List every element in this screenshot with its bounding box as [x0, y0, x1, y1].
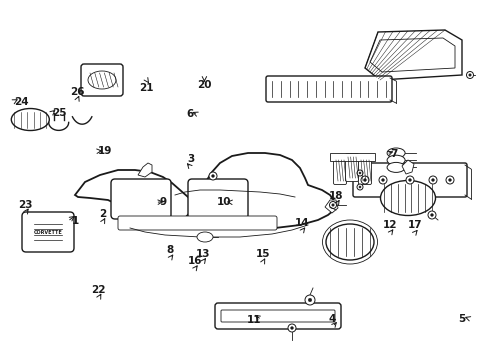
Text: 4: 4 [328, 314, 336, 324]
Circle shape [378, 176, 386, 184]
FancyBboxPatch shape [358, 157, 371, 184]
FancyBboxPatch shape [345, 153, 358, 181]
FancyBboxPatch shape [352, 163, 466, 197]
Text: 22: 22 [91, 285, 106, 295]
Circle shape [208, 172, 217, 180]
FancyBboxPatch shape [22, 212, 74, 252]
Text: 2: 2 [99, 210, 106, 220]
Circle shape [445, 176, 453, 184]
Circle shape [428, 176, 436, 184]
Text: 18: 18 [328, 192, 343, 202]
Text: 13: 13 [195, 249, 210, 259]
Ellipse shape [386, 162, 404, 172]
Polygon shape [369, 38, 454, 72]
FancyBboxPatch shape [333, 157, 346, 184]
Ellipse shape [88, 71, 116, 89]
Circle shape [466, 72, 472, 78]
Text: 9: 9 [160, 197, 167, 207]
Text: 19: 19 [98, 146, 112, 156]
Bar [329, 153, 374, 161]
FancyBboxPatch shape [221, 310, 334, 322]
FancyBboxPatch shape [215, 303, 340, 329]
Text: 6: 6 [186, 109, 193, 120]
Circle shape [363, 179, 366, 181]
Text: 1: 1 [72, 216, 79, 226]
Circle shape [427, 211, 435, 219]
Text: 5: 5 [457, 314, 464, 324]
Ellipse shape [386, 155, 404, 165]
Circle shape [408, 179, 410, 181]
FancyBboxPatch shape [187, 179, 247, 219]
Circle shape [358, 172, 360, 174]
Circle shape [290, 327, 293, 329]
Text: 17: 17 [407, 220, 421, 230]
Text: 16: 16 [187, 256, 202, 266]
Text: 12: 12 [382, 220, 397, 230]
Circle shape [331, 204, 333, 206]
Text: 23: 23 [18, 200, 33, 210]
Text: 14: 14 [294, 218, 309, 228]
Text: CORVETTE: CORVETTE [34, 230, 62, 234]
Text: 20: 20 [197, 80, 211, 90]
Ellipse shape [197, 232, 213, 242]
Circle shape [307, 298, 311, 302]
Circle shape [356, 184, 362, 190]
Ellipse shape [325, 224, 373, 260]
Ellipse shape [380, 180, 435, 216]
Circle shape [468, 74, 470, 76]
Circle shape [329, 202, 336, 208]
Text: 8: 8 [166, 246, 173, 256]
Circle shape [430, 213, 432, 216]
Circle shape [358, 186, 360, 188]
Circle shape [305, 295, 314, 305]
Polygon shape [325, 200, 337, 213]
Circle shape [287, 324, 295, 332]
Text: 7: 7 [390, 149, 397, 159]
Text: 11: 11 [246, 315, 260, 325]
Circle shape [381, 179, 384, 181]
Text: 3: 3 [187, 154, 194, 165]
FancyBboxPatch shape [111, 179, 171, 219]
Polygon shape [75, 153, 334, 228]
FancyBboxPatch shape [118, 216, 276, 230]
FancyBboxPatch shape [265, 76, 391, 102]
Circle shape [360, 176, 368, 184]
Circle shape [447, 179, 450, 181]
Circle shape [405, 176, 413, 184]
Text: 24: 24 [14, 96, 29, 107]
Ellipse shape [11, 108, 49, 131]
Circle shape [431, 179, 433, 181]
Text: 25: 25 [52, 108, 66, 118]
Circle shape [356, 170, 362, 176]
Text: 21: 21 [139, 83, 154, 93]
Polygon shape [364, 30, 461, 80]
Ellipse shape [386, 148, 404, 158]
Text: 10: 10 [217, 197, 231, 207]
FancyBboxPatch shape [81, 64, 123, 96]
Text: 26: 26 [70, 87, 84, 97]
Polygon shape [401, 160, 413, 174]
Text: 15: 15 [255, 249, 270, 259]
Polygon shape [138, 163, 152, 177]
Circle shape [211, 175, 214, 177]
